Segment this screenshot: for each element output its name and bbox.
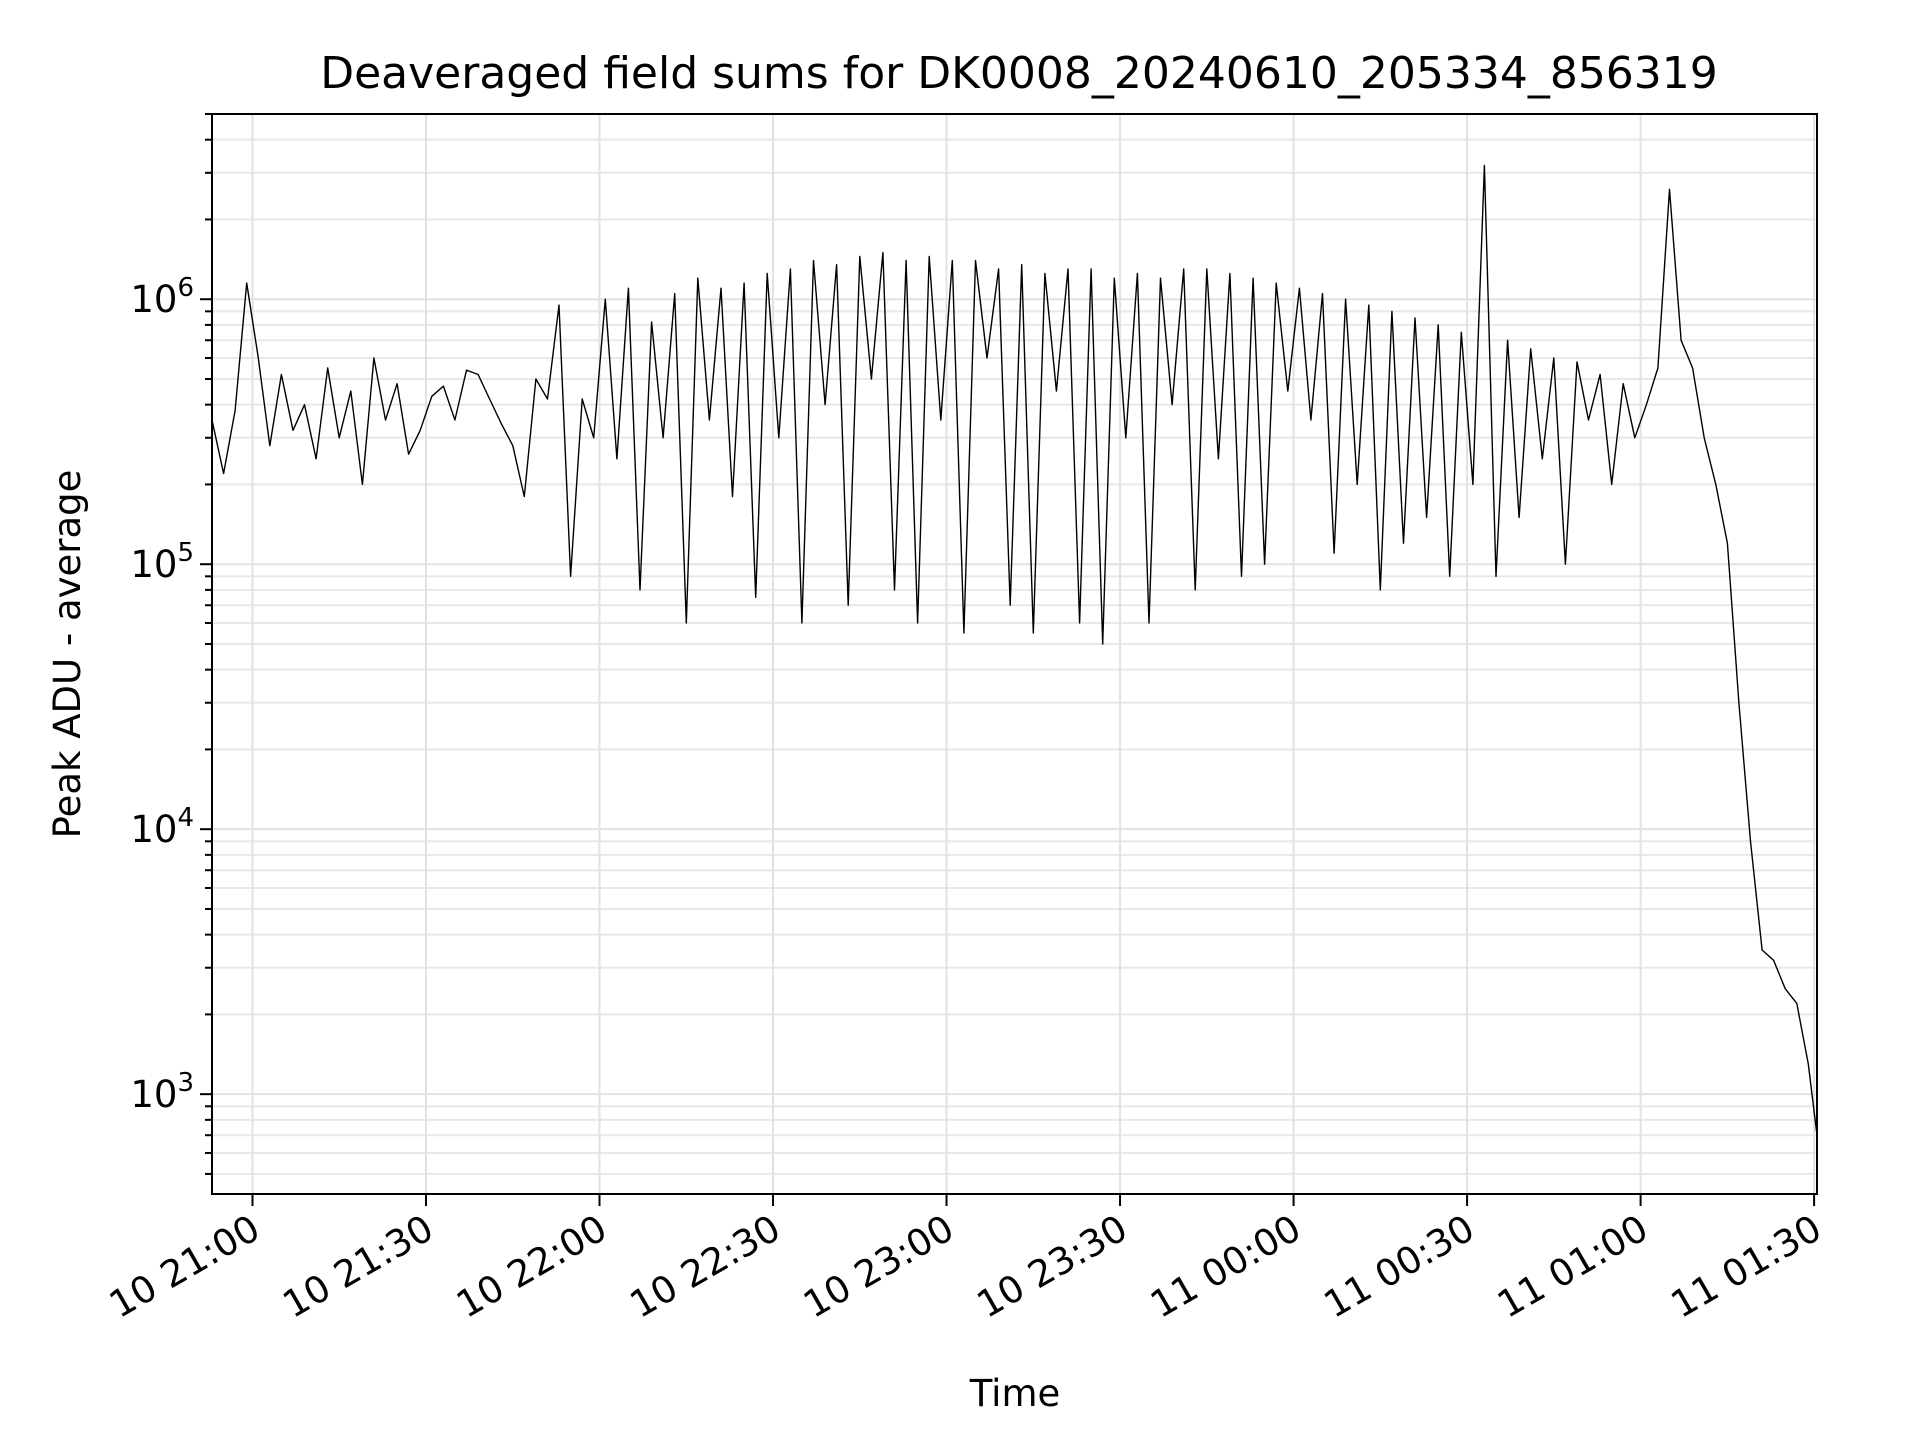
x-tick-label: 11 00:30 [1317,1207,1482,1327]
grid [212,113,1817,1194]
x-tick-label: 10 22:00 [449,1207,614,1327]
y-axis-label: Peak ADU - average [46,470,89,839]
x-axis-label: Time [969,1372,1061,1415]
y-tick-label: 104 [130,803,194,851]
x-tick-label: 10 22:30 [623,1207,788,1327]
x-tick-label: 10 23:30 [970,1207,1135,1327]
x-tick-label: 10 23:00 [796,1207,961,1327]
y-axis-ticks: 103 104 105 106 [130,113,212,1175]
y-tick-label: 103 [130,1068,194,1116]
plot-frame [211,113,1818,1195]
y-tick-label: 106 [130,273,194,321]
x-tick-label: 11 01:30 [1664,1207,1829,1327]
x-tick-label: 10 21:30 [276,1207,441,1327]
x-tick-label: 11 00:00 [1143,1207,1308,1327]
x-tick-label: 11 01:00 [1490,1207,1655,1327]
series-layer [211,164,1818,1136]
x-axis-ticks: 10 21:00 10 21:30 10 22:00 10 22:30 10 23:00… [102,1194,1829,1327]
x-tick-label: 10 21:00 [102,1207,267,1327]
series-line-0 [211,164,1818,1136]
y-tick-label: 105 [130,538,194,586]
chart-title: Deaveraged field sums for DK0008_2024061… [320,48,1718,99]
